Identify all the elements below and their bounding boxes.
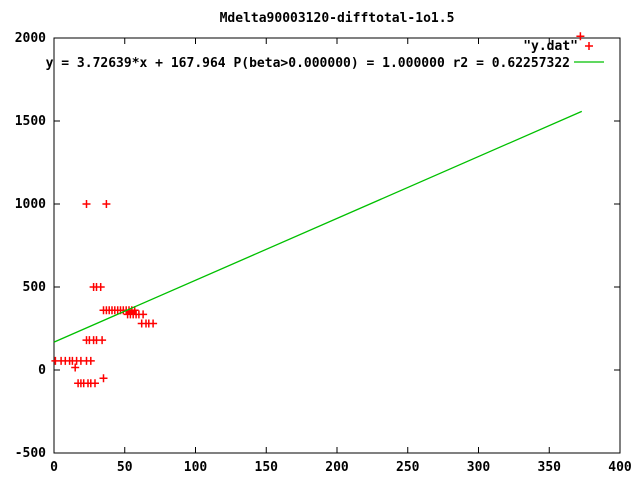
legend-fit-label: y = 3.72639*x + 167.964 P(beta>0.000000)… — [46, 56, 570, 71]
scatter-points — [51, 32, 585, 388]
x-tick-label: 350 — [538, 460, 562, 475]
x-tick-label: 300 — [467, 460, 491, 475]
fit-line — [53, 110, 583, 343]
x-tick-label: 400 — [608, 460, 632, 475]
plot-area: 0 50 100 150 200 250 300 350 400 -500 0 500 1000 1500… — [15, 31, 632, 475]
x-tick-label: 150 — [255, 460, 279, 475]
y-tick-label: 2000 — [15, 31, 46, 46]
plot-border — [53, 37, 621, 454]
y-tick-label: 0 — [38, 363, 46, 378]
chart-title: Mdelta90003120-difftotal-1o1.5 — [220, 11, 455, 26]
legend-point-marker — [585, 42, 593, 50]
y-tick-label: 1000 — [15, 197, 46, 212]
y-tick-label: -500 — [15, 446, 46, 461]
x-tick-label: 0 — [50, 460, 58, 475]
x-tick-label: 50 — [117, 460, 133, 475]
y-tick-label: 1500 — [15, 114, 46, 129]
x-tick-label: 200 — [325, 460, 349, 475]
y-tick-label: 500 — [23, 280, 47, 295]
x-tick-label: 100 — [184, 460, 208, 475]
x-tick-label: 250 — [396, 460, 420, 475]
legend-series-label: "y.dat" — [523, 39, 578, 54]
